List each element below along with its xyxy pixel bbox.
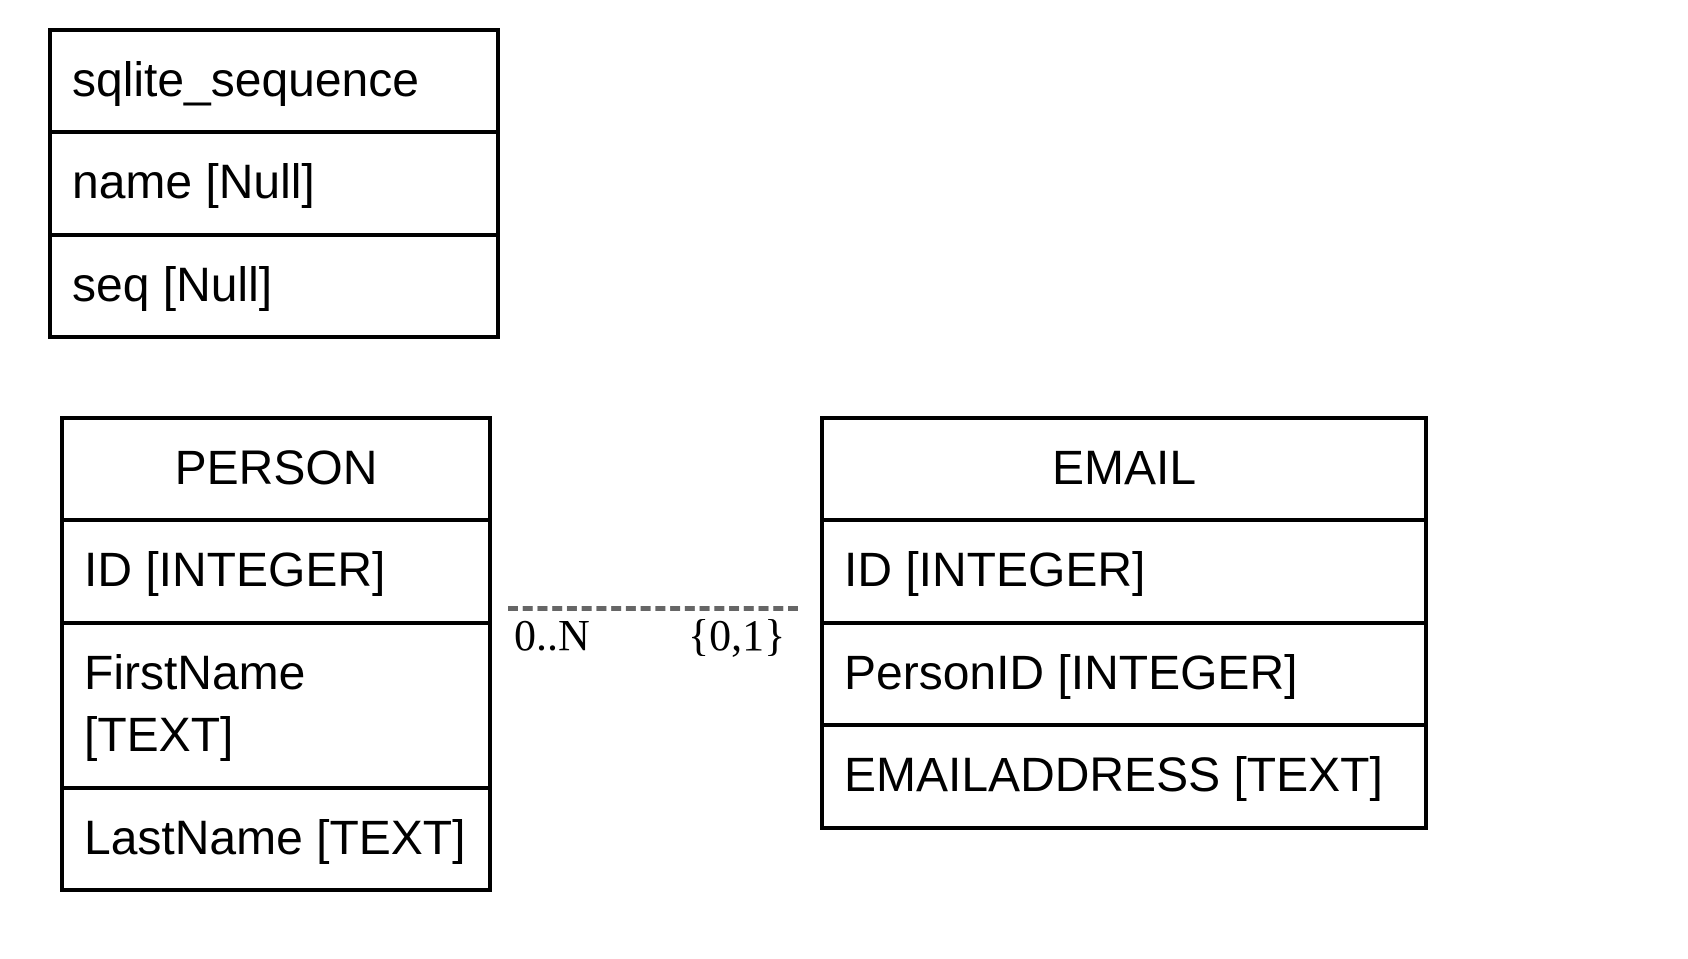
table-title: EMAIL (824, 420, 1424, 522)
table-column: PersonID [INTEGER] (824, 625, 1424, 727)
relation-cardinality-left: 0..N (514, 610, 590, 661)
table-column: LastName [TEXT] (64, 790, 488, 888)
table-column: seq [Null] (52, 237, 496, 335)
table-column: ID [INTEGER] (824, 522, 1424, 624)
table-column: ID [INTEGER] (64, 522, 488, 624)
table-column: FirstName [TEXT] (64, 625, 488, 790)
table-title: PERSON (64, 420, 488, 522)
table-sqlite-sequence: sqlite_sequence name [Null] seq [Null] (48, 28, 500, 339)
table-column: name [Null] (52, 134, 496, 236)
table-title: sqlite_sequence (52, 32, 496, 134)
relation-cardinality-right: {0,1} (688, 610, 785, 661)
table-person: PERSON ID [INTEGER] FirstName [TEXT] Las… (60, 416, 492, 892)
table-column: EMAILADDRESS [TEXT] (824, 727, 1424, 825)
table-email: EMAIL ID [INTEGER] PersonID [INTEGER] EM… (820, 416, 1428, 830)
